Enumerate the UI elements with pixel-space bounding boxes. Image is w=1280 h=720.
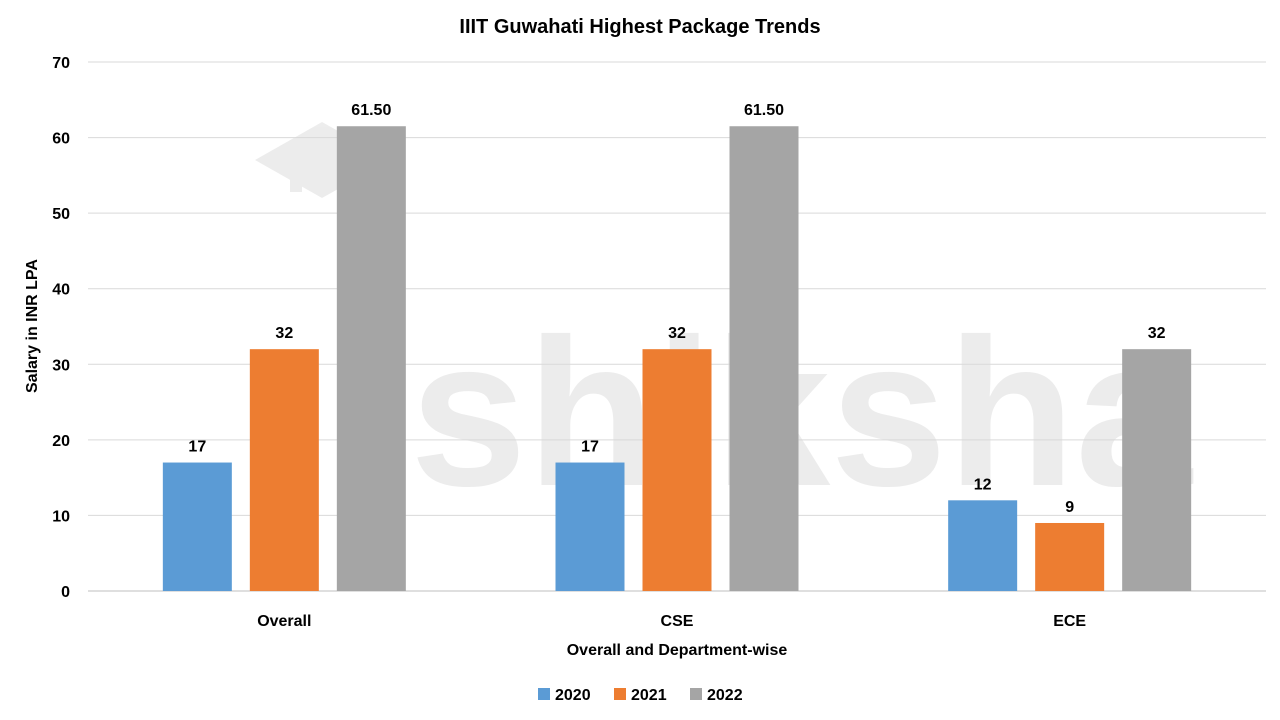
shiksha-watermark: shiksha [255,122,1194,530]
bar-2022-cse [729,126,799,591]
bar-2021-ece [1035,522,1105,591]
bar-2021-overall [249,349,319,591]
y-tick-label: 20 [52,433,70,450]
data-label: 9 [1065,499,1074,516]
data-label: 61.50 [351,102,391,119]
bar-2022-overall [336,126,406,591]
legend-label-2021: 2021 [631,687,667,704]
bar-2021-cse [642,349,712,591]
bar-2020-ece [948,500,1018,591]
x-axis-label: Overall and Department-wise [567,642,788,659]
legend-swatch-2021 [614,688,626,700]
y-tick-label: 50 [52,206,70,223]
data-label: 32 [1148,325,1166,342]
data-label: 32 [275,325,293,342]
data-label: 61.50 [744,102,784,119]
y-axis-label: Salary in INR LPA [24,259,41,393]
legend-swatch-2022 [690,688,702,700]
legend-swatch-2020 [538,688,550,700]
data-label: 17 [188,439,206,456]
y-tick-label: 10 [52,508,70,525]
legend-label-2020: 2020 [555,687,591,704]
y-tick-label: 30 [52,357,70,374]
y-tick-label: 60 [52,131,70,148]
chart-title: IIIT Guwahati Highest Package Trends [459,16,820,38]
legend-label-2022: 2022 [707,687,743,704]
y-tick-label: 40 [52,282,70,299]
x-tick-label: ECE [1053,613,1086,630]
data-label: 32 [668,325,686,342]
bar-2020-cse [555,462,625,591]
data-label: 17 [581,439,599,456]
y-tick-label: 70 [52,55,70,72]
svg-text:shiksha: shiksha [410,295,1194,530]
legend: 2020 2021 2022 [538,687,743,704]
x-tick-label: CSE [661,613,694,630]
x-tick-label: Overall [257,613,311,630]
y-tick-label: 0 [61,584,70,601]
bar-2020-overall [162,462,232,591]
data-label: 12 [974,476,992,493]
bar-2022-ece [1122,349,1192,591]
